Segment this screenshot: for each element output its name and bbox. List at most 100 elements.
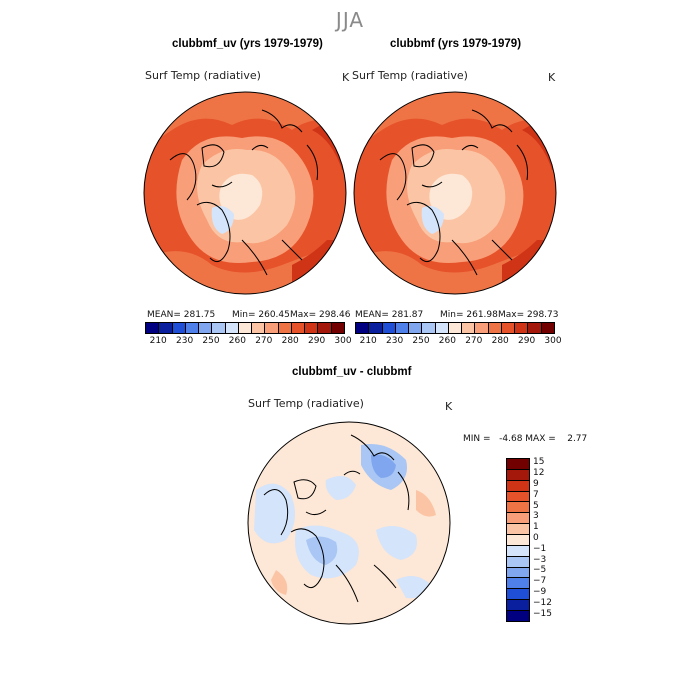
colorbar-swatch	[291, 323, 306, 333]
colorbar-swatch	[422, 323, 436, 333]
panel1-variable: Surf Temp (radiative)	[145, 69, 261, 82]
panel1-min: Min= 260.45	[232, 310, 290, 320]
panel2-variable: Surf Temp (radiative)	[352, 69, 468, 82]
colorbar-swatch	[507, 600, 529, 612]
colorbar-swatch	[507, 567, 529, 579]
colorbar-swatch	[318, 323, 332, 333]
colorbar-tick-label: 290	[518, 336, 536, 346]
colorbar-swatch	[305, 323, 319, 333]
colorbar-swatch	[475, 323, 489, 333]
colorbar-swatch	[501, 323, 516, 333]
colorbar-swatch	[252, 323, 266, 333]
panel2-polar-map	[353, 91, 557, 295]
panel3-title: clubbmf_uv - clubbmf	[292, 366, 412, 378]
panel3-polar-map	[247, 421, 451, 625]
colorbar-swatch	[507, 535, 529, 546]
colorbar-swatch	[146, 323, 160, 333]
panel2-title: clubbmf (yrs 1979-1979)	[390, 38, 522, 50]
colorbar-swatch	[225, 323, 239, 333]
panel3-colorbar-ticks: 15 12 9 7 5 3 1 0 −1 −3 −5 −7 −9 −12 −15	[533, 457, 573, 622]
colorbar-swatch	[448, 323, 463, 333]
colorbar-swatch	[278, 323, 292, 333]
panel2-max: Max= 298.73	[498, 310, 559, 320]
colorbar-swatch	[507, 513, 529, 525]
colorbar-swatch	[172, 323, 186, 333]
panel1-units: K	[342, 71, 350, 84]
colorbar-swatch	[265, 323, 279, 333]
colorbar-tick-label: −7	[533, 576, 547, 587]
colorbar-tick-label: 290	[308, 336, 326, 346]
colorbar-tick-label: −15	[533, 608, 552, 619]
colorbar-tick-label: −9	[533, 587, 547, 597]
colorbar-swatch	[369, 323, 383, 333]
colorbar-tick-label: 5	[533, 500, 539, 511]
colorbar-tick-label: 210	[359, 336, 377, 346]
colorbar-swatch	[395, 323, 410, 333]
colorbar-swatch	[507, 459, 529, 470]
colorbar-tick-label: 260	[228, 336, 246, 346]
colorbar-swatch	[212, 323, 226, 333]
colorbar-tick-label: 7	[533, 489, 539, 500]
colorbar-swatch	[541, 323, 554, 333]
colorbar-tick-label: 210	[149, 336, 167, 346]
colorbar-swatch	[356, 323, 370, 333]
panel1-colorbar	[145, 322, 345, 334]
panel2-units: K	[548, 71, 556, 84]
colorbar-tick-label: 230	[176, 336, 194, 346]
panel1-mean: MEAN= 281.75	[147, 310, 216, 320]
colorbar-swatch	[507, 524, 529, 536]
colorbar-swatch	[185, 323, 200, 333]
colorbar-tick-label: 270	[255, 336, 273, 346]
colorbar-tick-label: −3	[533, 554, 547, 565]
colorbar-tick-label: 280	[281, 336, 299, 346]
panel3-colorbar	[506, 458, 530, 622]
colorbar-swatch	[507, 589, 529, 601]
colorbar-tick-label: 270	[465, 336, 483, 346]
colorbar-tick-label: 1	[533, 522, 539, 533]
colorbar-swatch	[507, 469, 529, 481]
colorbar-tick-label: −12	[533, 597, 552, 608]
colorbar-swatch	[238, 323, 253, 333]
colorbar-swatch	[488, 323, 502, 333]
colorbar-tick-label: 280	[491, 336, 509, 346]
colorbar-tick-label: 3	[533, 511, 539, 522]
colorbar-tick-label: 0	[533, 533, 539, 543]
colorbar-swatch	[507, 545, 529, 557]
panel2-colorbar	[355, 322, 555, 334]
colorbar-swatch	[159, 323, 173, 333]
colorbar-swatch	[515, 323, 529, 333]
colorbar-tick-label: 300	[544, 336, 562, 346]
colorbar-swatch	[331, 323, 344, 333]
panel1-max: Max= 298.46	[290, 310, 351, 320]
colorbar-swatch	[507, 480, 529, 492]
colorbar-swatch	[409, 323, 423, 333]
colorbar-swatch	[507, 491, 529, 503]
colorbar-swatch	[528, 323, 542, 333]
panel2-min: Min= 261.98	[440, 310, 498, 320]
colorbar-tick-label: 250	[202, 336, 220, 346]
colorbar-swatch	[462, 323, 476, 333]
colorbar-swatch	[382, 323, 396, 333]
panel3-variable: Surf Temp (radiative)	[248, 397, 364, 410]
panel2-mean: MEAN= 281.87	[355, 310, 424, 320]
colorbar-swatch	[435, 323, 449, 333]
colorbar-swatch	[507, 578, 529, 590]
panel3-minmax: MIN = -4.68 MAX = 2.77	[463, 434, 588, 444]
panel2-colorbar-ticks: 210 230 250 260 270 280 290 300	[355, 336, 562, 348]
colorbar-tick-label: 300	[334, 336, 352, 346]
season-title: JJA	[335, 8, 365, 32]
colorbar-tick-label: 250	[412, 336, 430, 346]
panel1-title: clubbmf_uv (yrs 1979-1979)	[172, 38, 323, 50]
panel3-units: K	[445, 400, 453, 413]
colorbar-swatch	[507, 502, 529, 514]
colorbar-tick-label: −1	[533, 543, 547, 554]
colorbar-tick-label: 12	[533, 468, 545, 479]
colorbar-tick-label: 230	[386, 336, 404, 346]
colorbar-swatch	[507, 556, 529, 568]
colorbar-tick-label: 15	[533, 457, 545, 468]
colorbar-tick-label: 9	[533, 479, 539, 489]
colorbar-swatch	[507, 611, 529, 621]
panel1-polar-map	[143, 91, 347, 295]
colorbar-tick-label: 260	[438, 336, 456, 346]
panel1-colorbar-ticks: 210 230 250 260 270 280 290 300	[145, 336, 352, 348]
